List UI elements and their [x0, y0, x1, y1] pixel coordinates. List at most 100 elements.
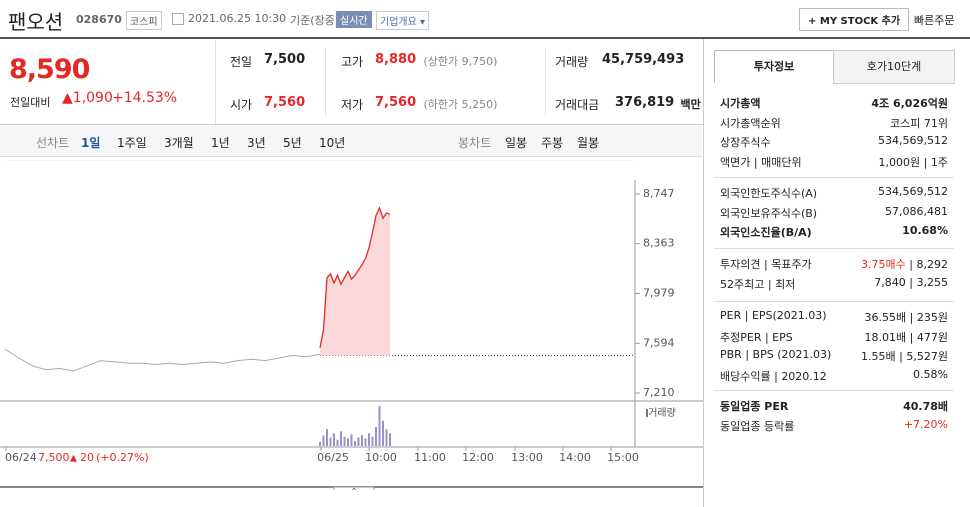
footer-change: 20	[80, 451, 94, 464]
x-tick-label: 06/25	[317, 451, 349, 464]
section-divider	[714, 177, 954, 178]
summary-label: 고가	[341, 55, 364, 69]
info-value: 1.55배 | 5,527원	[861, 350, 948, 363]
basis: 기준(장중)	[290, 14, 340, 27]
candle-chart-label: 봉차트	[458, 136, 492, 150]
price-line	[4, 348, 321, 372]
volume-bar	[368, 433, 370, 446]
info-value: 10.68%	[902, 224, 948, 237]
price-line	[319, 206, 391, 348]
info-value-part: 235원	[916, 311, 948, 324]
info-value: 36.55배 | 235원	[864, 311, 948, 324]
info-value-part: 0.58%	[913, 367, 948, 381]
info-label-part: 최저	[775, 277, 796, 291]
volume-bar	[343, 436, 346, 446]
x-tick-label: 14:00	[559, 451, 591, 464]
info-label-part: 외국인한도주식수(A)	[720, 187, 818, 200]
info-label: 배당수익률 | 2020.12	[720, 369, 827, 383]
period-tab[interactable]: 1년	[211, 136, 230, 150]
period-tab[interactable]: 1주일	[117, 136, 147, 150]
volume-bar	[364, 438, 367, 446]
info-value-part: 10.68%	[902, 224, 948, 237]
info-label-part: 동일업종 등락률	[720, 419, 795, 433]
volume-bar	[336, 439, 339, 446]
info-value-part: 18.01배	[864, 330, 907, 344]
section-divider	[714, 248, 954, 249]
realtime-badge[interactable]: 실시간	[336, 11, 372, 28]
volume-bar	[326, 429, 328, 446]
period-tab[interactable]: 10년	[319, 136, 346, 150]
summary-value: 7,500	[264, 52, 306, 67]
info-value: 0.58%	[913, 368, 948, 381]
period-tab[interactable]: 일봉	[505, 136, 528, 150]
area-fill	[320, 207, 390, 356]
info-value-part: 1주	[930, 155, 948, 169]
period-tab[interactable]: 1일	[81, 136, 101, 150]
info-label: 52주최고 | 최저	[720, 277, 796, 291]
volume-bar	[371, 436, 374, 446]
info-label-part: 배당수익률	[720, 369, 771, 383]
quick-order[interactable]: 빠른주문	[914, 14, 955, 27]
info-value: 534,569,512	[878, 185, 948, 198]
volume-bar	[385, 429, 388, 446]
info-label-part: PER	[720, 309, 742, 322]
collapse-button[interactable]	[333, 486, 375, 490]
y-tick-label: 8,363	[643, 237, 675, 250]
summary-value: 7,560	[264, 95, 306, 110]
company-info-label: 기업개요	[380, 17, 417, 28]
info-label-part: 목표주가	[771, 258, 812, 271]
volume-bar	[389, 433, 391, 446]
section-divider	[714, 301, 954, 302]
info-value-part: 36.55배	[864, 311, 907, 324]
collapse-icon: ⌃	[350, 488, 358, 491]
change-value: 1,090	[72, 90, 113, 106]
tab[interactable]: 호가10단계	[833, 50, 955, 84]
tab-active[interactable]: 투자정보	[714, 50, 834, 83]
my-stock-button[interactable]: + MY STOCK 추가	[799, 8, 910, 31]
info-label-part: BPS (2021.03)	[752, 348, 832, 361]
period-tab[interactable]: 월봉	[577, 136, 600, 150]
y-tick-label: 7,594	[643, 336, 675, 349]
volume-bar	[378, 406, 381, 446]
summary-value: 376,819	[615, 95, 675, 110]
period-tab[interactable]: 3개월	[164, 136, 194, 150]
info-label: 동일업종 PER	[720, 398, 788, 414]
x-tick-label: 11:00	[414, 451, 446, 464]
summary-value: 7,560	[375, 95, 417, 110]
x-tick-label: 13:00	[511, 451, 543, 464]
x-tick-label: 06/24	[5, 451, 37, 464]
period-tab[interactable]: 5년	[283, 136, 302, 150]
info-value: 1,000원 | 1주	[878, 155, 948, 169]
volume-bar	[340, 431, 342, 446]
info-value: +7.20%	[904, 418, 948, 431]
datetime: 2021.06.25 10:30	[188, 12, 287, 25]
info-label: PBR | BPS (2021.03)	[720, 348, 832, 361]
header-rule	[0, 37, 970, 39]
summary-note: (상한가 9,750)	[423, 55, 498, 68]
divider	[0, 124, 703, 125]
info-value: 4조 6,026억원	[871, 95, 948, 111]
info-label-part: 외국인소진율(B/A)	[720, 226, 812, 239]
info-label: 투자의견 | 목표주가	[720, 258, 812, 271]
company-info[interactable]: 기업개요 ▾	[376, 11, 430, 30]
period-tab[interactable]: 주봉	[541, 136, 564, 150]
stock-code: 028670	[76, 13, 122, 26]
volume-bar	[354, 440, 356, 446]
footer-rate: (+0.27%)	[96, 451, 149, 464]
info-label-part: 추정PER	[720, 330, 762, 344]
volume-bar	[347, 438, 349, 446]
volume-bar	[357, 437, 360, 446]
market-badge: 코스피	[126, 11, 162, 30]
info-value-part: 5,527원	[906, 350, 948, 363]
info-label-part: 52주최고	[720, 277, 765, 291]
summary-value: 8,880	[375, 52, 417, 67]
volume-label: 거래량	[648, 407, 676, 419]
volume-bar	[333, 433, 335, 446]
period-bar	[0, 126, 702, 157]
info-value-part: 7,840	[874, 275, 906, 289]
period-tab[interactable]: 3년	[247, 136, 266, 150]
info-label: 동일업종 등락률	[720, 418, 794, 434]
volume-bar	[350, 434, 353, 446]
info-label: 시가총액	[720, 95, 760, 111]
